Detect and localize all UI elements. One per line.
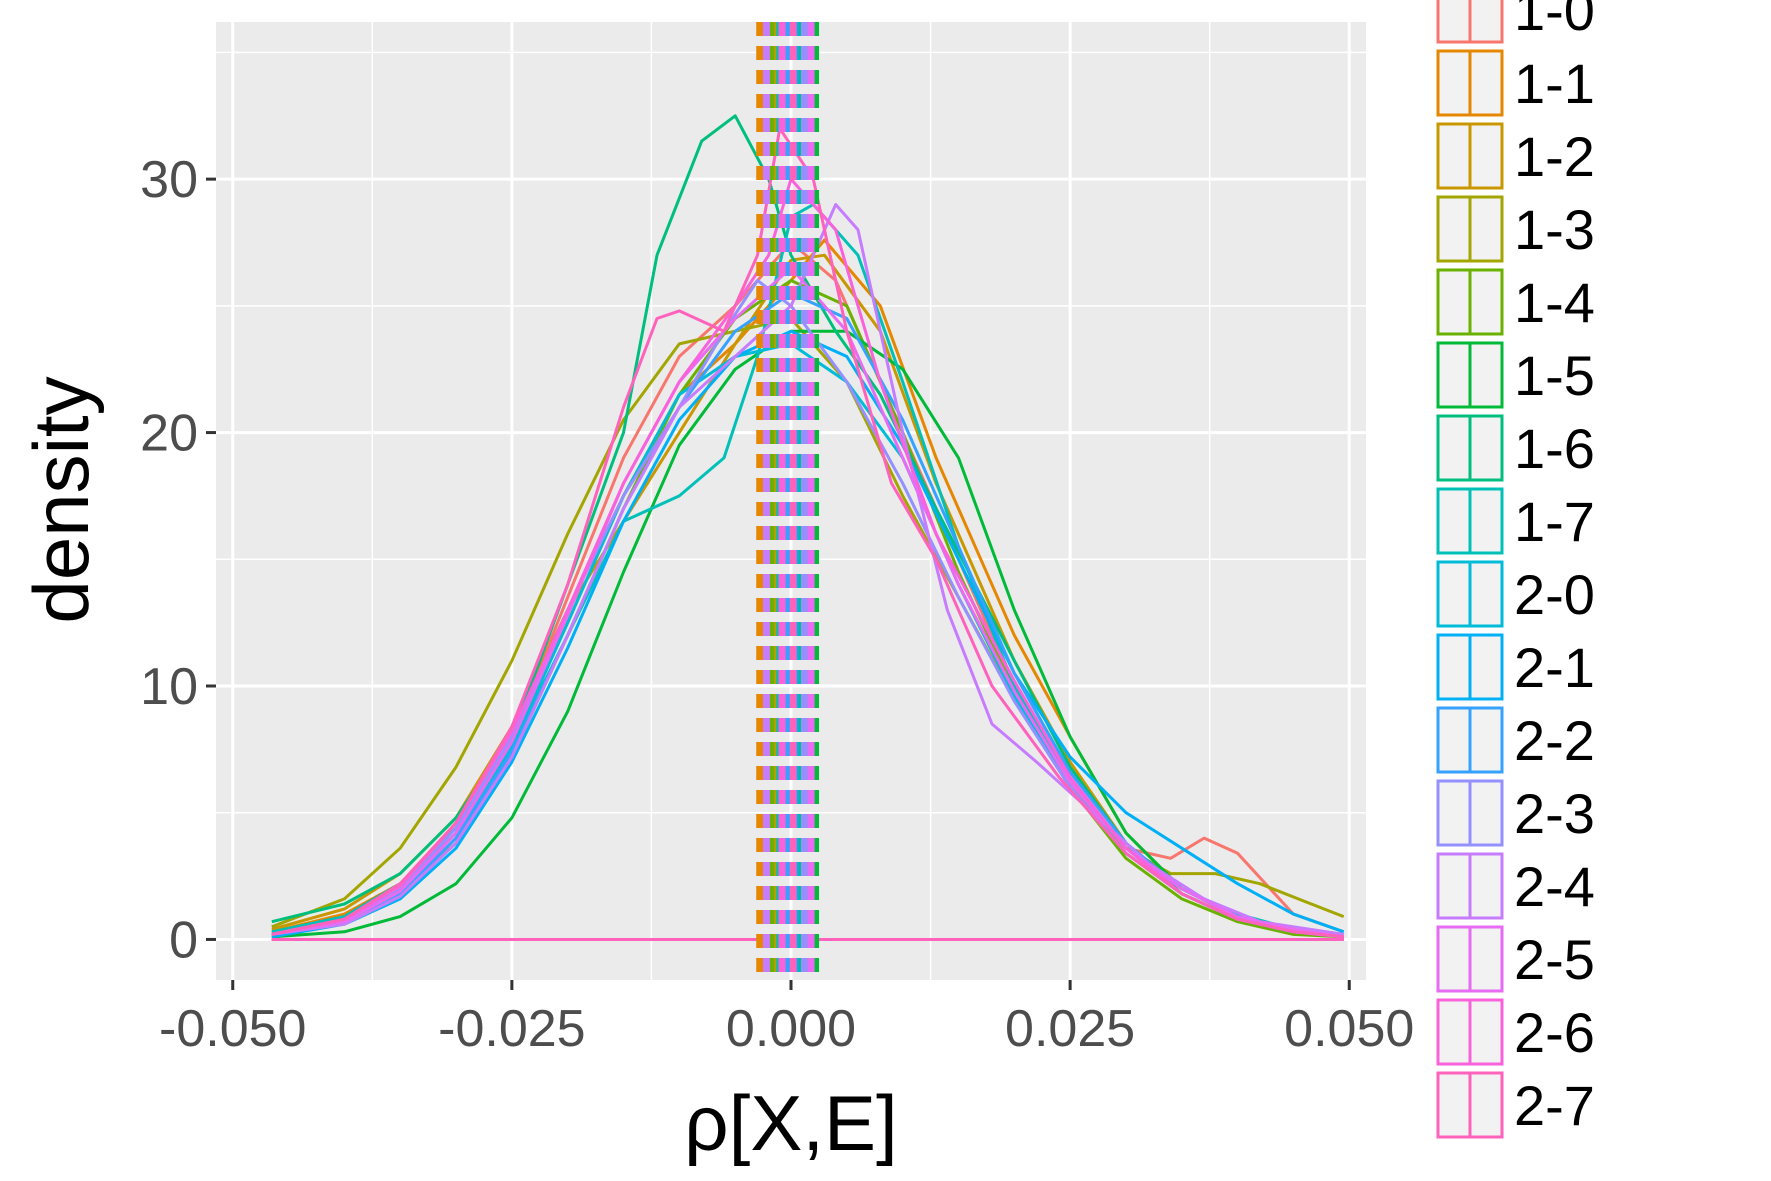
legend-label: 1-5: [1514, 344, 1595, 407]
legend-label: 2-1: [1514, 636, 1595, 699]
y-tick-label: 10: [140, 658, 198, 716]
legend-label: 1-3: [1514, 198, 1595, 261]
x-tick-label: 0.025: [1005, 1000, 1135, 1058]
legend-label: 2-7: [1514, 1074, 1595, 1137]
legend-label: 1-2: [1514, 125, 1595, 188]
legend-label: 2-3: [1514, 782, 1595, 845]
mean-lines: [756, 22, 820, 980]
x-tick-label: -0.025: [438, 1000, 585, 1058]
density-curve-2-4: [271, 203, 1344, 936]
legend-label: 2-2: [1514, 709, 1595, 772]
y-tick-label: 0: [169, 911, 198, 969]
x-tick-label: 0.000: [726, 1000, 856, 1058]
y-tick-label: 20: [140, 405, 198, 463]
legend-label: 1-1: [1514, 52, 1595, 115]
x-tick-label: 0.050: [1284, 1000, 1414, 1058]
axes: -0.050 -0.025 0.000 0.025 0.050 0 10 20 30: [140, 151, 1414, 1058]
y-axis-label: density: [17, 376, 105, 623]
legend-label: 1-4: [1514, 271, 1595, 334]
legend-label: 2-4: [1514, 855, 1595, 918]
legend-label: 2-6: [1514, 1001, 1595, 1064]
legend: 1-0 1-1 1-2 1-3 1-4 1-5 1-6 1-7 2-0 2-1 2-2 2-3 2-4 2…: [1436, 0, 1595, 1139]
legend-label: 1-7: [1514, 490, 1595, 553]
x-axis-label: ρ[X,E]: [684, 1079, 897, 1167]
x-tick-label: -0.050: [159, 1000, 306, 1058]
legend-label: 2-0: [1514, 563, 1595, 626]
legend-label: 1-6: [1514, 417, 1595, 480]
y-tick-label: 30: [140, 151, 198, 209]
legend-label: 1-0: [1514, 0, 1595, 42]
legend-label: 2-5: [1514, 928, 1595, 991]
